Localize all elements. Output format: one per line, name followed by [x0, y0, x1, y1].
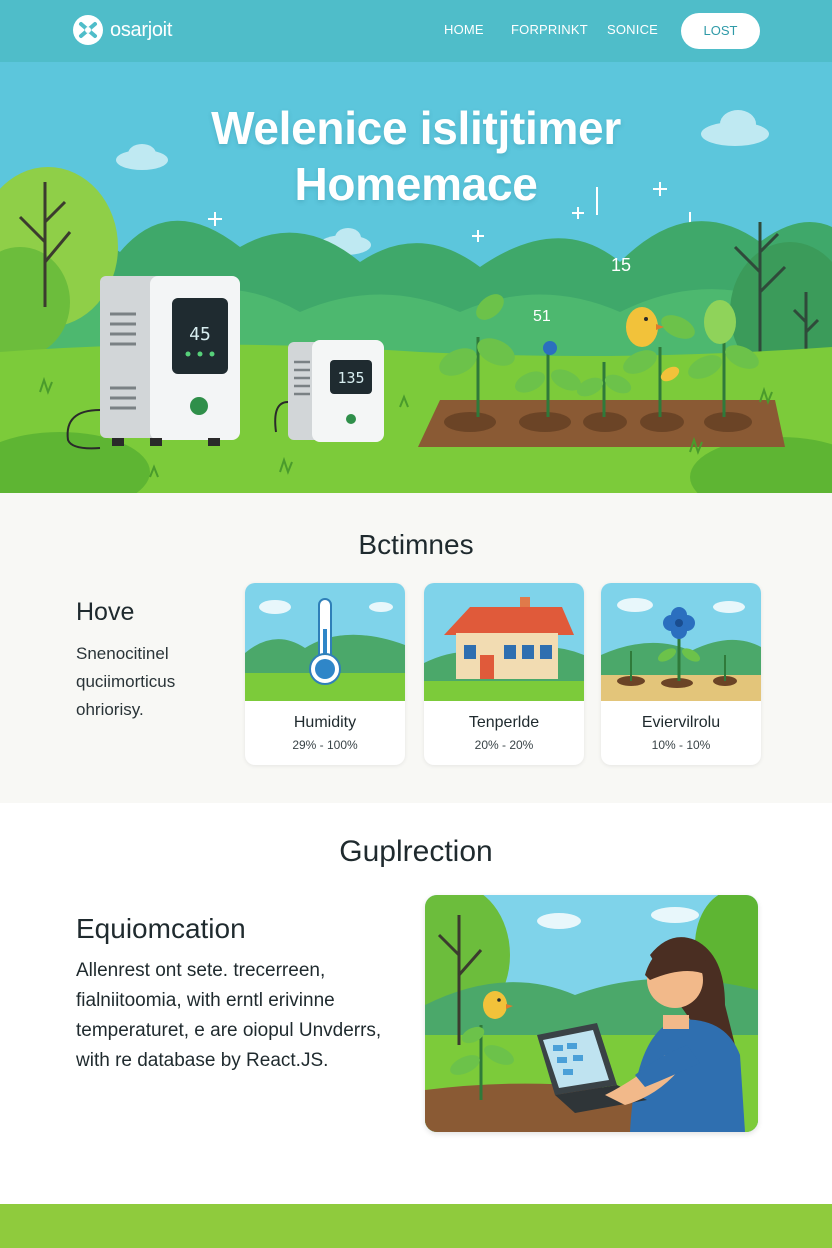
- floating-reading-2: 51: [533, 308, 551, 325]
- feature-card-environmental[interactable]: Eviervilrolu 10% - 10%: [601, 583, 761, 765]
- features-section: Bctimnes Hove Snenocitinel quciimorticus…: [0, 493, 832, 803]
- nav-link-forprinkt[interactable]: FORPRINKT: [511, 22, 588, 37]
- small-sensor-device: [274, 340, 384, 442]
- features-description: Snenocitinel quciimorticus ohriorisy.: [76, 644, 176, 719]
- brand-name: osarjoit: [110, 18, 173, 41]
- large-device-display: 45: [189, 324, 211, 345]
- feature-card-humidity[interactable]: Humidity 29% - 100%: [245, 583, 405, 765]
- top-nav: osarjoit HOME FORPRINKT SONICE LOST: [0, 0, 832, 62]
- card-title: Humidity: [293, 714, 357, 731]
- application-subtitle: Equiomcation: [76, 913, 246, 944]
- small-device-display: 135: [337, 369, 365, 387]
- hero-title: Welenice islitjtimer Homemace: [0, 100, 832, 212]
- feature-card-temperature[interactable]: Tenperlde 20% - 20%: [424, 583, 584, 765]
- login-button[interactable]: LOST: [681, 13, 760, 49]
- card-range: 20% - 20%: [474, 738, 534, 752]
- bird-icon: [483, 991, 513, 1019]
- floating-reading-1: 15: [611, 255, 632, 275]
- card-range: 10% - 10%: [651, 738, 711, 752]
- brand-logo[interactable]: osarjoit: [72, 14, 172, 46]
- card-title: Tenperlde: [468, 714, 540, 731]
- application-heading: Guplrection: [339, 835, 493, 868]
- application-section: Guplrection Equiomcation Allenrest ont s…: [0, 803, 832, 1204]
- features-subtitle: Hove: [76, 598, 135, 626]
- person-laptop-illustration: [425, 895, 758, 1132]
- application-description: Allenrest ont sete. trecerreen, fialniit…: [76, 960, 382, 1071]
- hero-illustration: [0, 62, 832, 493]
- logo-icon: [73, 15, 103, 45]
- footer-bar: [0, 1204, 832, 1248]
- nav-link-home[interactable]: HOME: [444, 22, 484, 37]
- hero-title-line-1: Welenice islitjtimer: [211, 102, 621, 154]
- features-heading: Bctimnes: [358, 529, 474, 560]
- house-icon: [424, 583, 584, 701]
- card-range: 29% - 100%: [292, 738, 358, 752]
- hero-title-line-2: Homemace: [294, 158, 538, 210]
- hero-banner: 45 135 15 51 Welenice islitjtimer Homema…: [0, 62, 832, 493]
- large-sensor-device: [66, 276, 240, 450]
- nav-link-sonice[interactable]: SONICE: [607, 22, 659, 37]
- card-title: Eviervilrolu: [641, 714, 721, 731]
- thermometer-icon: [245, 583, 405, 701]
- bird-icon: [626, 307, 680, 382]
- flower-icon: [601, 583, 761, 701]
